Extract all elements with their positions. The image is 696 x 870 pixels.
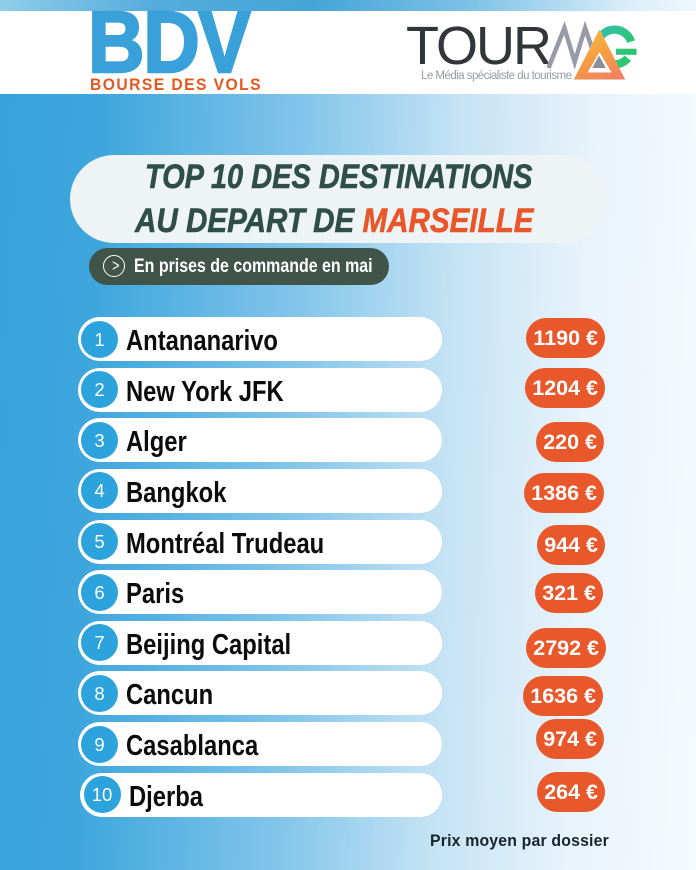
- svg-text:Le Média spécialiste du touris: Le Média spécialiste du tourisme: [421, 70, 572, 82]
- svg-text:TOUR: TOUR: [406, 16, 552, 76]
